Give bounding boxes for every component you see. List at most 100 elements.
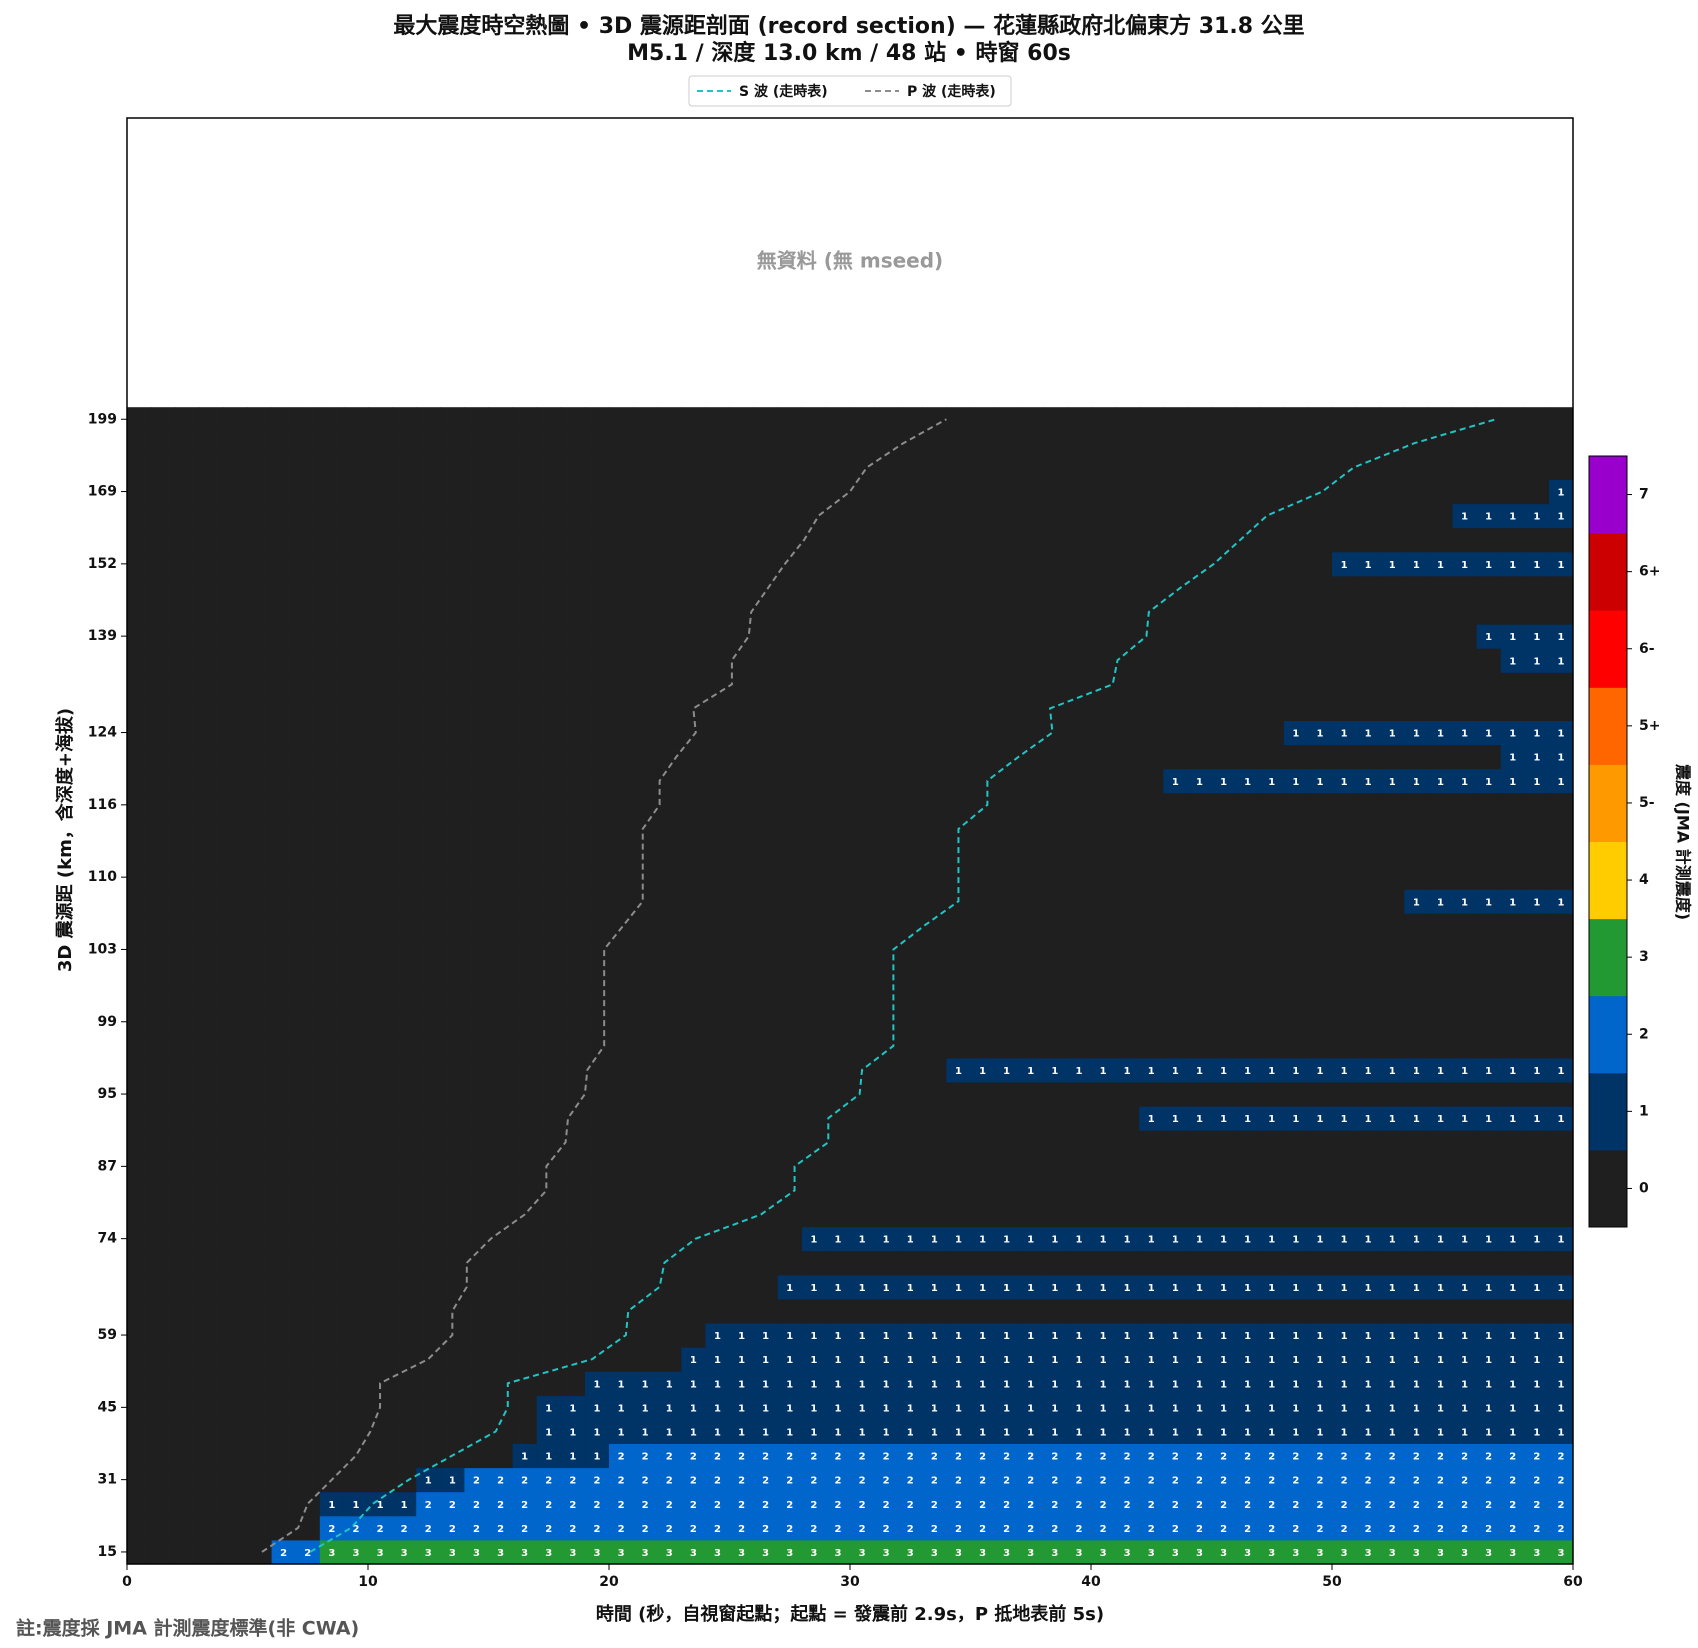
heatmap-cell bbox=[416, 961, 441, 987]
heatmap-cell bbox=[1307, 1467, 1333, 1493]
heatmap-cell bbox=[609, 1154, 634, 1179]
cell-label: 1 bbox=[1196, 777, 1203, 788]
heatmap-cell bbox=[1404, 1515, 1429, 1541]
heatmap-cell bbox=[946, 985, 971, 1011]
heatmap-cell bbox=[1187, 985, 1212, 1011]
heatmap-cell bbox=[1380, 841, 1405, 866]
heatmap-cell bbox=[271, 1323, 297, 1348]
heatmap-cell bbox=[705, 1491, 730, 1517]
heatmap-cell bbox=[898, 648, 923, 673]
heatmap-cell bbox=[151, 1539, 176, 1565]
heatmap-cell bbox=[175, 913, 200, 938]
heatmap-cell bbox=[729, 1202, 755, 1228]
heatmap-cell bbox=[1042, 1491, 1068, 1517]
cell-label: 1 bbox=[1292, 1331, 1299, 1342]
heatmap-cell bbox=[777, 985, 803, 1011]
cell-label: 1 bbox=[1003, 1283, 1010, 1294]
heatmap-cell bbox=[560, 431, 586, 456]
heatmap-cell bbox=[343, 768, 369, 794]
heatmap-cell bbox=[440, 624, 465, 649]
cell-label: 1 bbox=[1509, 632, 1516, 643]
heatmap-cell bbox=[295, 407, 321, 432]
heatmap-cell bbox=[368, 503, 393, 529]
heatmap-cell bbox=[536, 1491, 562, 1517]
heatmap-cell bbox=[199, 1419, 224, 1444]
cell-label: 1 bbox=[1124, 1427, 1131, 1438]
cell-label: 1 bbox=[1461, 1235, 1468, 1246]
heatmap-cell bbox=[657, 600, 682, 625]
heatmap-cell bbox=[392, 913, 417, 938]
heatmap-cell bbox=[1548, 1154, 1574, 1179]
heatmap-cell bbox=[175, 1298, 200, 1324]
heatmap-cell bbox=[729, 1226, 755, 1252]
heatmap-cell bbox=[1211, 1371, 1237, 1396]
heatmap-cell bbox=[1307, 672, 1333, 697]
heatmap-cell bbox=[777, 1274, 803, 1300]
cell-label: 1 bbox=[1100, 1427, 1107, 1438]
heatmap-cell bbox=[223, 841, 248, 866]
heatmap-cell bbox=[609, 865, 634, 890]
cell-label: 3 bbox=[1389, 1548, 1396, 1559]
cell-label: 3 bbox=[401, 1548, 408, 1559]
heatmap-cell bbox=[127, 1057, 152, 1083]
heatmap-cell bbox=[536, 1347, 562, 1372]
cell-label: 2 bbox=[1124, 1476, 1131, 1487]
heatmap-cell bbox=[319, 527, 345, 553]
cell-label: 1 bbox=[1244, 777, 1251, 788]
heatmap-cell bbox=[223, 407, 248, 432]
heatmap-cell bbox=[1211, 1009, 1237, 1035]
cell-label: 1 bbox=[569, 1403, 576, 1414]
cell-label: 1 bbox=[979, 1066, 986, 1077]
heatmap-cell bbox=[1091, 768, 1116, 794]
cell-label: 2 bbox=[931, 1524, 938, 1535]
heatmap-cell bbox=[994, 624, 1020, 649]
heatmap-cell bbox=[199, 455, 224, 480]
heatmap-cell bbox=[416, 1033, 441, 1059]
heatmap-cell bbox=[247, 1130, 273, 1155]
heatmap-cell bbox=[1211, 407, 1237, 432]
heatmap-cell bbox=[1211, 841, 1237, 866]
cell-label: 1 bbox=[1557, 1114, 1564, 1125]
heatmap-cell bbox=[994, 768, 1020, 794]
heatmap-cell bbox=[368, 479, 393, 505]
heatmap-cell bbox=[488, 696, 514, 721]
heatmap-cell bbox=[175, 479, 200, 505]
heatmap-cell bbox=[705, 551, 730, 577]
heatmap-cell bbox=[633, 1491, 658, 1517]
heatmap-cell bbox=[825, 1274, 851, 1300]
heatmap-cell bbox=[1187, 1298, 1212, 1324]
heatmap-cell bbox=[295, 865, 321, 890]
heatmap-cell bbox=[1091, 1539, 1116, 1565]
y-tick-label: 87 bbox=[98, 1158, 117, 1174]
cell-label: 2 bbox=[1075, 1452, 1082, 1463]
heatmap-cell bbox=[1066, 744, 1092, 770]
heatmap-cell bbox=[584, 792, 610, 818]
heatmap-cell bbox=[753, 624, 779, 649]
heatmap-cell bbox=[1187, 937, 1212, 962]
heatmap-cell bbox=[801, 1082, 827, 1107]
heatmap-cell bbox=[488, 527, 514, 553]
heatmap-cell bbox=[343, 913, 369, 938]
heatmap-cell bbox=[729, 1178, 755, 1203]
heatmap-cell bbox=[705, 672, 730, 697]
cell-label: 2 bbox=[810, 1476, 817, 1487]
heatmap-cell bbox=[1042, 1033, 1068, 1059]
heatmap-cell bbox=[488, 575, 514, 601]
heatmap-cell bbox=[1500, 792, 1526, 818]
heatmap-cell bbox=[271, 816, 297, 842]
heatmap-cell bbox=[729, 624, 755, 649]
heatmap-cell bbox=[464, 600, 489, 625]
heatmap-cell bbox=[633, 1250, 658, 1276]
heatmap-cell bbox=[657, 961, 682, 987]
cell-label: 2 bbox=[1220, 1476, 1227, 1487]
heatmap-cell bbox=[1066, 961, 1092, 987]
heatmap-cell bbox=[295, 913, 321, 938]
heatmap-cell bbox=[1452, 1467, 1478, 1493]
cell-label: 1 bbox=[1365, 560, 1372, 571]
heatmap-cell bbox=[633, 1274, 658, 1300]
heatmap-cell bbox=[440, 1395, 465, 1420]
heatmap-cell bbox=[584, 551, 610, 577]
heatmap-cell bbox=[416, 1154, 441, 1179]
x-tick-label: 0 bbox=[122, 1574, 132, 1590]
heatmap-cell bbox=[1307, 768, 1333, 794]
